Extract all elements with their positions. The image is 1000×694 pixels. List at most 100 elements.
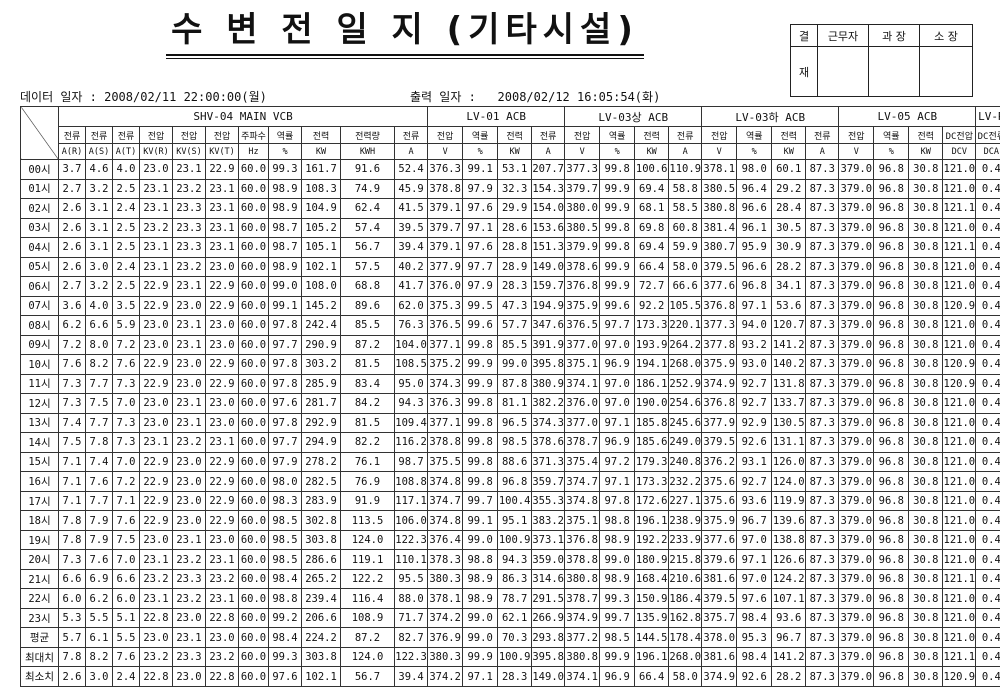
- table-cell: 60.0: [238, 627, 269, 648]
- table-cell: 22.9: [205, 510, 239, 531]
- table-cell: 23.0: [205, 412, 239, 434]
- table-cell: 82.7: [393, 627, 429, 648]
- column-header: 전력: [771, 126, 807, 144]
- table-cell: 5.7: [58, 627, 86, 648]
- table-row: 19시 7.8 7.9 7.5 23.0 23.1 23.0 60.0 98.5 303.8 124…: [20, 529, 1000, 551]
- table-cell: 97.6: [268, 393, 302, 414]
- table-cell: 23.0: [172, 295, 206, 317]
- table-cell: 28.2: [771, 666, 807, 687]
- row-label: 15시: [20, 451, 59, 473]
- table-cell: 23.1: [205, 178, 239, 200]
- table-cell: 68.1: [634, 198, 670, 219]
- table-cell: 121.0: [942, 276, 977, 297]
- table-cell: 380.9: [531, 373, 566, 395]
- approval-sign-director[interactable]: [919, 46, 973, 97]
- table-cell: 379.0: [838, 276, 875, 297]
- table-cell: 121.0: [942, 432, 977, 453]
- table-cell: 60.0: [238, 568, 269, 590]
- table-cell: 0.4: [975, 666, 1000, 687]
- table-cell: 376.8: [701, 295, 738, 317]
- table-cell: 97.6: [462, 198, 499, 219]
- table-cell: 0.4: [975, 510, 1000, 531]
- table-cell: 99.0: [462, 607, 499, 629]
- table-cell: 23.2: [172, 432, 206, 453]
- table-cell: 92.6: [736, 666, 773, 687]
- table-cell: 121.0: [942, 159, 977, 180]
- table-cell: 69.4: [634, 178, 670, 200]
- table-cell: 87.3: [805, 549, 840, 570]
- table-cell: 232.2: [668, 471, 703, 492]
- table-cell: 124.0: [340, 646, 395, 668]
- table-cell: 314.6: [531, 568, 566, 590]
- table-row: 02시 2.6 3.1 2.4 23.1 23.3 23.1 60.0 98.9 104.9 62.…: [20, 198, 1000, 219]
- table-cell: 108.0: [301, 276, 341, 297]
- table-cell: 168.4: [634, 568, 670, 590]
- table-cell: 377.2: [564, 627, 601, 648]
- table-cell: 100.6: [634, 159, 670, 180]
- table-cell: 7.4: [58, 412, 86, 434]
- table-cell: 96.7: [771, 627, 807, 648]
- table-cell: 377.6: [701, 529, 738, 551]
- table-cell: 376.5: [427, 315, 464, 336]
- table-cell: 99.3: [268, 159, 302, 180]
- unit-header: %: [736, 143, 773, 160]
- table-cell: 23.1: [139, 549, 173, 570]
- table-cell: 154.0: [531, 198, 566, 219]
- table-cell: 120.9: [942, 295, 977, 317]
- table-cell: 0.4: [975, 568, 1000, 590]
- table-cell: 395.8: [531, 646, 566, 668]
- table-cell: 23.2: [205, 568, 239, 590]
- table-cell: 381.4: [701, 217, 738, 239]
- table-cell: 254.6: [668, 393, 703, 414]
- group-header: LV-05 ACB: [838, 106, 977, 127]
- table-cell: 60.0: [238, 295, 269, 317]
- table-cell: 28.4: [771, 198, 807, 219]
- table-cell: 249.0: [668, 432, 703, 453]
- column-header: 역률: [268, 126, 302, 144]
- column-header: 역률: [462, 126, 499, 144]
- table-cell: 98.0: [736, 159, 773, 180]
- table-cell: 93.0: [736, 354, 773, 375]
- approval-sign-manager[interactable]: [868, 46, 920, 97]
- table-cell: 23.0: [205, 334, 239, 356]
- table-cell: 88.6: [497, 451, 533, 473]
- table-cell: 303.8: [301, 529, 341, 551]
- column-header: 역률: [599, 126, 636, 144]
- table-cell: 23.1: [139, 588, 173, 609]
- table-cell: 23.2: [205, 646, 239, 668]
- table-cell: 124.2: [771, 568, 807, 590]
- table-cell: 96.8: [873, 159, 910, 180]
- table-cell: 93.6: [736, 490, 773, 512]
- approval-sign-worker[interactable]: [817, 46, 869, 97]
- table-cell: 7.8: [58, 646, 86, 668]
- table-cell: 193.9: [634, 334, 670, 356]
- table-cell: 379.0: [838, 159, 875, 180]
- table-cell: 23.3: [172, 646, 206, 668]
- table-cell: 303.2: [301, 354, 341, 375]
- table-cell: 126.6: [771, 549, 807, 570]
- unit-header: %: [599, 143, 636, 160]
- table-cell: 87.3: [805, 178, 840, 200]
- approval-header-worker: 근무자: [817, 24, 869, 47]
- table-cell: 97.7: [599, 315, 636, 336]
- table-cell: 0.4: [975, 198, 1000, 219]
- table-cell: 378.1: [701, 159, 738, 180]
- row-label: 07시: [20, 295, 59, 317]
- table-cell: 376.8: [564, 529, 601, 551]
- table-cell: 7.8: [58, 510, 86, 531]
- table-cell: 379.0: [838, 178, 875, 200]
- table-cell: 22.9: [139, 471, 173, 492]
- table-cell: 97.8: [268, 412, 302, 434]
- table-cell: 96.8: [873, 276, 910, 297]
- table-cell: 121.0: [942, 549, 977, 570]
- table-cell: 7.6: [58, 354, 86, 375]
- table-cell: 0.4: [975, 178, 1000, 200]
- table-cell: 121.1: [942, 568, 977, 590]
- table-cell: 57.4: [340, 217, 395, 239]
- table-cell: 379.0: [838, 217, 875, 239]
- table-cell: 0.4: [975, 159, 1000, 180]
- table-cell: 379.0: [838, 393, 875, 414]
- table-cell: 96.9: [599, 666, 636, 687]
- table-cell: 377.8: [701, 334, 738, 356]
- table-cell: 186.1: [634, 373, 670, 395]
